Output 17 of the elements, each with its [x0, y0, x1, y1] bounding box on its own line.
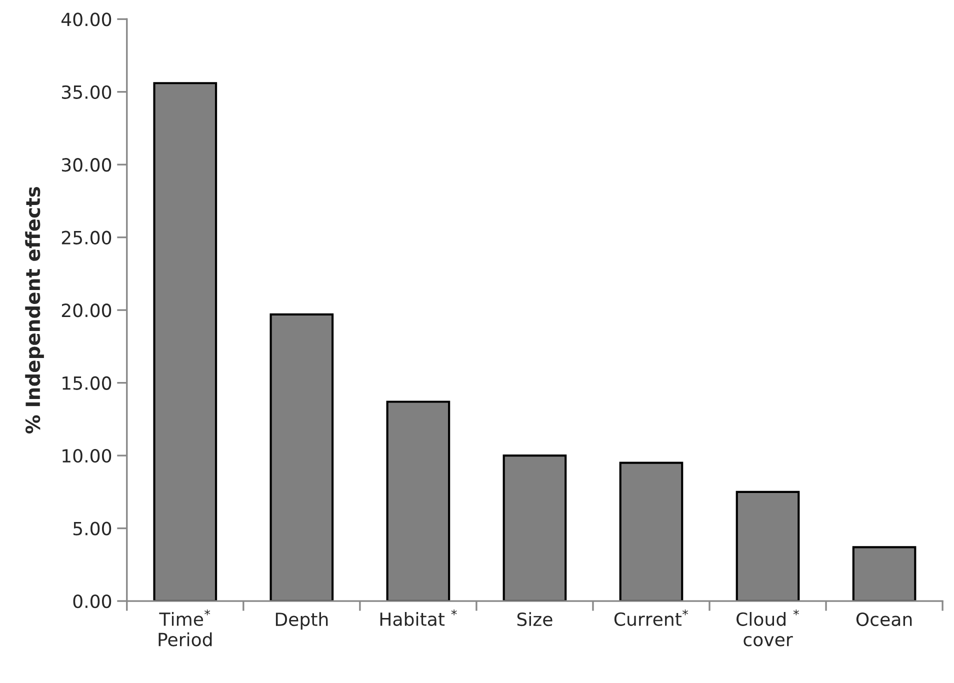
y-tick-label: 25.00 [62, 230, 112, 244]
y-tick-label: 0.00 [73, 594, 112, 608]
x-tick-label: Habitat $^{*}$ [380, 609, 457, 626]
y-tick-label: 5.00 [73, 522, 112, 536]
x-tick-label: Ocean [856, 612, 912, 626]
x-tick-label: Depth [276, 612, 328, 630]
y-tick-label: 30.00 [62, 158, 112, 172]
y-tick-label: 10.00 [62, 449, 112, 463]
category-label: Time$^{*}$ Period [158, 609, 212, 646]
x-tick-label: Current$^{*}$ [614, 609, 688, 626]
y-tick-label: 40.00 [61, 12, 112, 26]
y-axis-title: % Independent effects [25, 186, 44, 434]
y-tick-label: 15.00 [62, 376, 112, 390]
x-tick-label: Size [517, 612, 552, 626]
y-tick-label: 20.00 [62, 304, 112, 318]
category-label: Cloud $^{*}$ cover [736, 609, 799, 646]
y-tick-label: 35.00 [62, 85, 112, 99]
